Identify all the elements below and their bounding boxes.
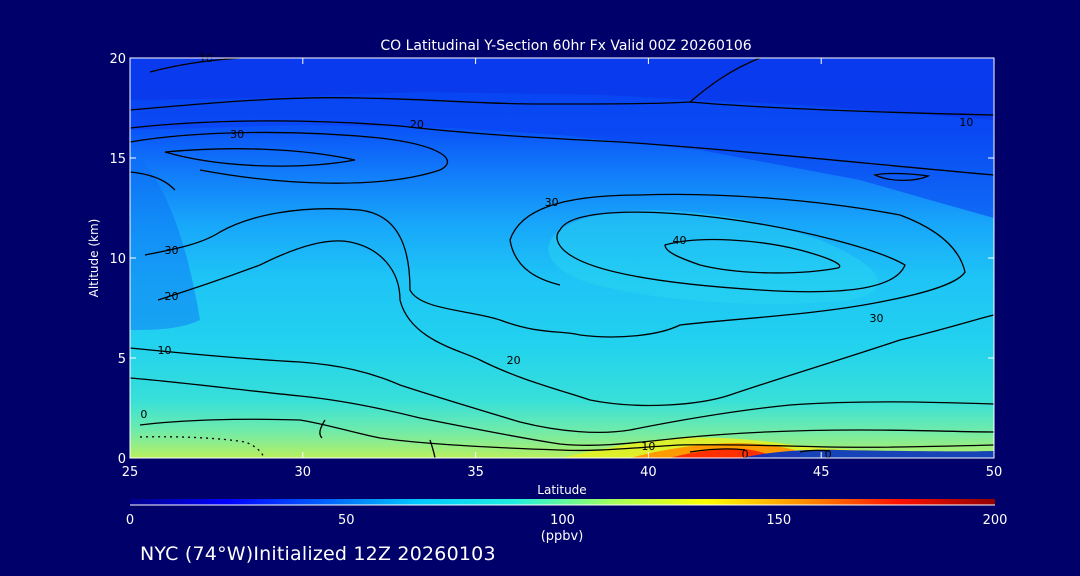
contour-line [144,193,966,338]
contour-line [129,120,995,176]
x-tick-label: 40 [640,465,657,480]
contour-label: 20 [410,118,424,131]
contour-line [556,211,906,293]
colorbar-tick-label: 150 [766,513,791,528]
y-tick-label: 5 [118,352,126,367]
field-west-minimum [130,150,200,330]
y-tick-label: 15 [109,152,126,167]
x-tick-label: 35 [467,465,484,480]
colorbar-tick-label: 100 [550,513,575,528]
y-tick-label: 0 [118,452,126,467]
contours [129,57,995,459]
contour-line [129,171,176,191]
contour-label: 30 [230,128,244,141]
contour-line [319,419,326,439]
contour-line [139,418,995,452]
x-tick-label: 50 [986,465,1003,480]
colorbar: 0 50 100 150 200 (ppbv) [126,499,1008,544]
contour-line [139,436,265,459]
contour-line [129,131,449,184]
x-axis: 25 30 35 40 45 50 [122,58,1003,480]
colorbar-tick-label: 0 [126,513,134,528]
contour-line [689,57,761,103]
contour-label: 30 [869,312,883,325]
contour-line [872,172,931,182]
x-tick-label: 25 [122,465,139,480]
contour-label: 20 [164,290,178,303]
contour-label: 0 [825,448,832,461]
x-tick-label: 30 [295,465,312,480]
contour-label: 40 [673,234,687,247]
footer-caption: NYC (74°W)Initialized 12Z 20260103 [140,543,496,565]
contour-label: 30 [164,244,178,257]
y-axis-label: Altitude (km) [87,219,101,298]
colorbar-tick-label: 50 [338,513,355,528]
contour-line [157,240,995,407]
y-tick-label: 20 [109,52,126,67]
contour-label: 10 [959,116,973,129]
contour-label: 0 [742,448,749,461]
colorbar-unit: (ppbv) [541,529,584,544]
contour-label: 30 [545,196,559,209]
y-tick-label: 10 [109,252,126,267]
colorbar-tick-label: 200 [983,513,1008,528]
field-top-layer [130,58,994,120]
contour-label: 20 [507,354,521,367]
field-mid-maximum [548,210,879,304]
contour-line [129,347,995,433]
colorbar-ticks: 0 50 100 150 200 [126,513,1008,528]
contour-line [129,97,995,116]
contour-line [129,377,995,446]
field-surface-peak-core [670,448,772,458]
contour-line [429,439,436,459]
y-axis: 0 5 10 15 20 [109,52,994,467]
chart-title: CO Latitudinal Y-Section 60hr Fx Valid 0… [380,38,751,54]
plot-area [130,58,994,458]
contour-line [664,238,841,274]
contour-label: 10 [158,344,172,357]
contour-label: 10 [641,440,655,453]
contour-line [689,448,746,453]
contour-line [149,57,241,73]
field-surface-layer [130,400,994,458]
contour-line [799,449,831,453]
contour-line [164,148,356,167]
x-axis-label: Latitude [537,483,586,497]
contour-label: 0 [140,408,147,421]
x-tick-label: 45 [813,465,830,480]
colorbar-bar [130,499,995,505]
